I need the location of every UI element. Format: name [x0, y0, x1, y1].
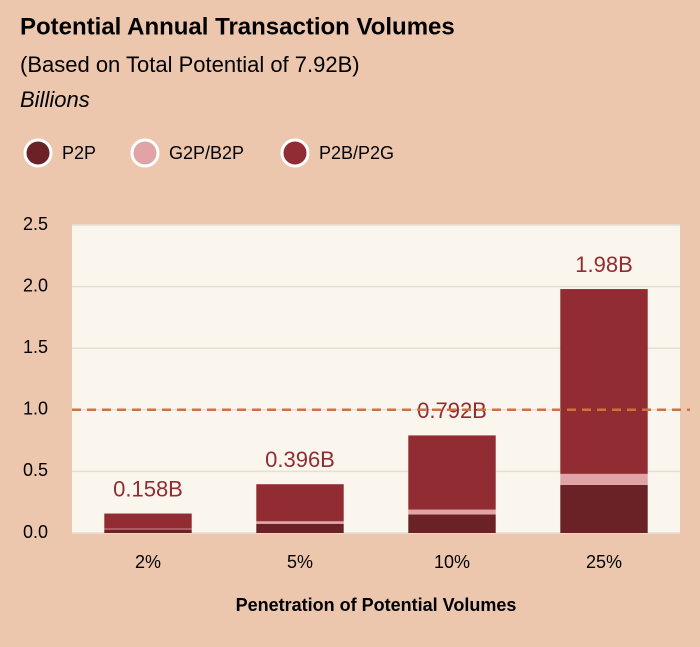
bar-segment: [560, 473, 648, 485]
x-tick-label: 2%: [135, 552, 161, 572]
bar-segment: [104, 529, 192, 533]
bar-segment: [408, 514, 496, 533]
bar-segment: [560, 484, 648, 533]
bar-segment: [560, 289, 648, 474]
bar-segment: [256, 521, 344, 524]
chart-title: Potential Annual Transaction Volumes: [20, 13, 455, 40]
y-tick-label: 0.5: [23, 460, 48, 480]
y-tick-label: 1.0: [23, 399, 48, 419]
y-tick-label: 1.5: [23, 337, 48, 357]
y-tick-label: 2.0: [23, 275, 48, 295]
value-label: 1.98B: [575, 252, 633, 277]
legend-swatch: [280, 138, 310, 168]
x-axis-label: Penetration of Potential Volumes: [236, 595, 517, 615]
bar-segment: [408, 509, 496, 515]
y-tick-label: 2.5: [23, 214, 48, 234]
chart-subtitle: (Based on Total Potential of 7.92B): [20, 52, 360, 77]
bar-segment: [256, 484, 344, 522]
bar-segment: [104, 513, 192, 529]
x-tick-label: 10%: [434, 552, 470, 572]
bar-segment: [104, 528, 192, 530]
bar-segment: [408, 435, 496, 510]
legend-label: P2B/P2G: [319, 143, 394, 163]
x-tick-label: 5%: [287, 552, 313, 572]
legend-label: G2P/B2P: [169, 143, 244, 163]
bar-segment: [256, 523, 344, 533]
value-label: 0.396B: [265, 447, 335, 472]
x-tick-label: 25%: [586, 552, 622, 572]
unit-label: Billions: [20, 87, 90, 112]
legend-swatch: [130, 138, 160, 168]
value-label: 0.158B: [113, 476, 183, 501]
legend-label: P2P: [62, 143, 96, 163]
y-tick-label: 0.0: [23, 522, 48, 542]
legend-swatch: [23, 138, 53, 168]
